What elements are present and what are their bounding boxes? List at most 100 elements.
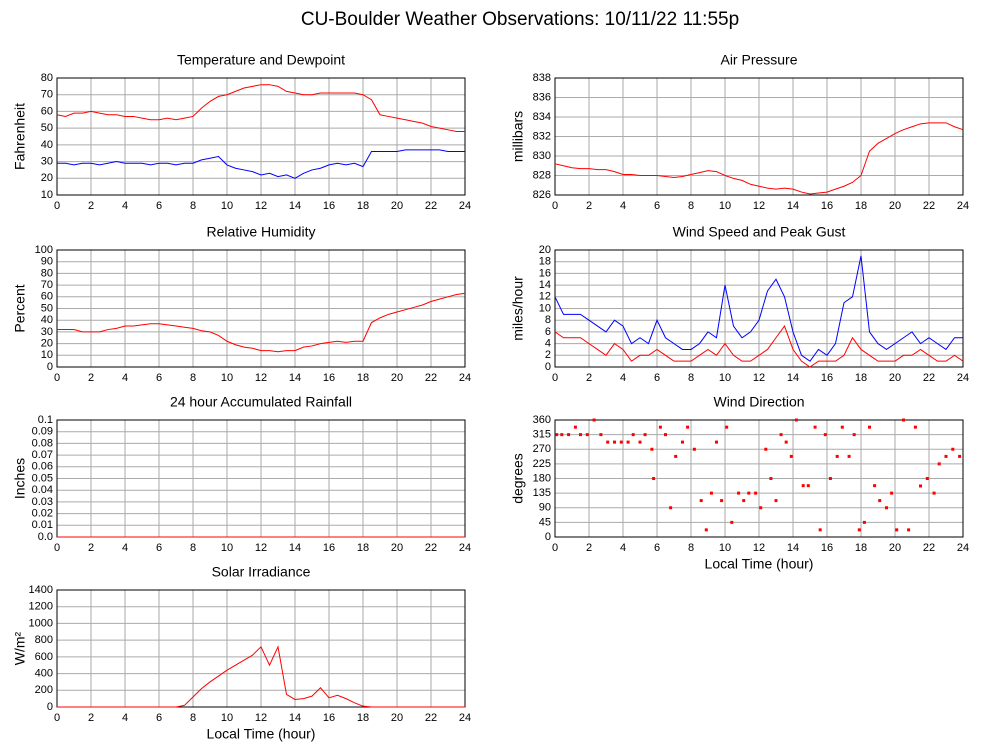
y-tick-label: 50	[41, 302, 53, 314]
x-tick-label: 2	[88, 542, 94, 554]
x-tick-label: 10	[221, 542, 233, 554]
data-point	[840, 425, 844, 429]
x-tick-label: 4	[122, 542, 128, 554]
y-tick-label: 0.07	[32, 449, 53, 461]
x-tick-label: 6	[156, 372, 162, 384]
x-tick-label: 16	[821, 542, 833, 554]
data-point	[643, 433, 647, 437]
data-point	[852, 433, 856, 437]
x-tick-label: 22	[923, 200, 935, 212]
data-point	[613, 440, 616, 444]
x-tick-label: 22	[425, 200, 437, 212]
data-point	[823, 433, 827, 437]
x-tick-label: 12	[255, 372, 267, 384]
x-tick-label: 2	[88, 372, 94, 384]
x-tick-label: 24	[459, 372, 471, 384]
data-point	[813, 425, 817, 429]
data-point	[599, 433, 603, 437]
y-tick-label: 838	[533, 72, 551, 84]
y-tick-label: 2	[545, 349, 551, 361]
chart-title: Wind Speed and Peak Gust	[673, 224, 846, 240]
y-tick-label: 1400	[29, 584, 53, 596]
y-tick-label: 0.03	[32, 496, 53, 508]
x-tick-label: 18	[357, 542, 369, 554]
y-tick-label: 70	[41, 89, 53, 101]
x-tick-label: 2	[586, 542, 592, 554]
data-point	[868, 425, 871, 429]
data-point	[652, 477, 656, 480]
data-point	[638, 440, 642, 444]
data-point	[730, 520, 734, 524]
x-tick-label: 0	[54, 200, 60, 212]
plot-border	[554, 249, 964, 368]
data-line	[554, 324, 964, 368]
data-point	[747, 491, 751, 495]
y-tick-label: 18	[539, 256, 551, 268]
y-tick-label: 20	[41, 338, 53, 350]
data-point	[913, 425, 917, 429]
y-tick-label: 828	[533, 169, 551, 181]
data-point	[664, 433, 667, 437]
data-point	[919, 484, 922, 488]
y-tick-label: 0.1	[38, 414, 53, 426]
y-tick-label: 0.05	[32, 472, 53, 484]
y-axis-label: miles/hour	[510, 276, 526, 341]
x-tick-label: 6	[654, 200, 660, 212]
data-point	[828, 477, 832, 480]
y-tick-label: 50	[41, 122, 53, 134]
x-tick-label: 16	[821, 372, 833, 384]
page-title: CU-Boulder Weather Observations: 10/11/2…	[301, 9, 739, 30]
data-point	[669, 506, 673, 510]
y-tick-label: 20	[41, 172, 53, 184]
y-tick-label: 180	[533, 472, 551, 484]
x-tick-label: 18	[855, 542, 867, 554]
data-point	[806, 484, 810, 488]
y-tick-label: 832	[533, 130, 551, 142]
x-tick-label: 12	[255, 200, 267, 212]
data-point	[720, 499, 724, 503]
data-point	[585, 433, 589, 437]
data-point	[878, 499, 882, 503]
y-tick-label: 30	[41, 326, 53, 338]
data-point	[592, 418, 596, 422]
data-point	[709, 491, 713, 495]
plot-border	[56, 77, 466, 196]
data-point	[862, 520, 866, 524]
x-tick-label: 16	[323, 542, 335, 554]
y-tick-label: 80	[41, 267, 53, 279]
data-point	[774, 499, 778, 503]
y-tick-label: 45	[539, 516, 551, 528]
y-axis-label: W/m²	[12, 631, 28, 665]
x-tick-label: 10	[719, 372, 731, 384]
y-tick-label: 0.01	[32, 519, 53, 531]
y-tick-label: 6	[545, 326, 551, 338]
chart-title: Air Pressure	[720, 52, 797, 68]
data-point	[769, 477, 773, 480]
x-tick-label: 10	[719, 542, 731, 554]
data-point	[619, 440, 623, 444]
data-point	[801, 484, 805, 488]
data-point	[631, 433, 635, 437]
data-point	[789, 454, 793, 458]
x-tick-label: 20	[889, 372, 901, 384]
y-tick-label: 135	[533, 487, 551, 499]
y-tick-label: 60	[41, 291, 53, 303]
y-axis-label: Percent	[12, 284, 28, 332]
x-axis-label: Local Time (hour)	[207, 726, 316, 742]
x-tick-label: 12	[753, 200, 765, 212]
x-tick-label: 0	[54, 712, 60, 724]
data-point	[835, 454, 839, 458]
y-tick-label: 1000	[29, 617, 53, 629]
data-point	[704, 528, 708, 532]
x-tick-label: 18	[357, 372, 369, 384]
data-point	[567, 433, 571, 437]
y-tick-label: 90	[41, 256, 53, 268]
x-tick-label: 20	[391, 712, 403, 724]
plot-border	[554, 419, 964, 538]
x-tick-label: 24	[459, 712, 471, 724]
data-point	[818, 528, 822, 532]
y-tick-label: 90	[539, 502, 551, 514]
y-tick-label: 100	[35, 244, 53, 256]
y-tick-label: 270	[533, 443, 551, 455]
data-line	[57, 292, 466, 353]
